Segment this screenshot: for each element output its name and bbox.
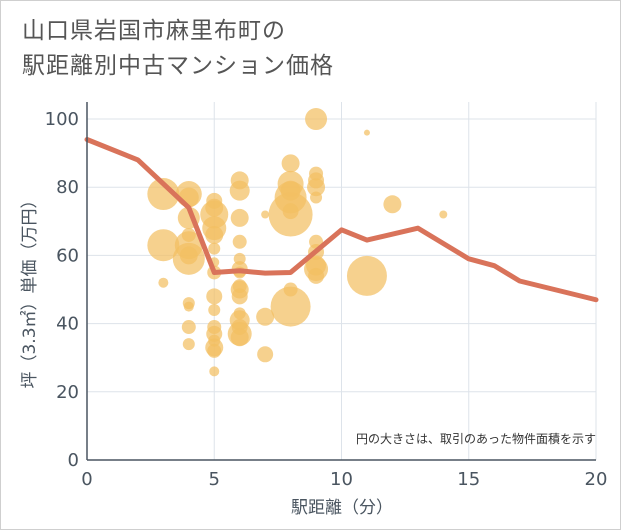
bubble-point (172, 242, 205, 275)
bubble-point (363, 129, 370, 136)
bubble-point (232, 234, 247, 249)
annotation: 円の大きさは、取引のあった物件面積を示す (356, 431, 596, 446)
bubble-point (183, 301, 194, 312)
y-tick-label: 0 (68, 450, 79, 471)
bubble-point (257, 346, 274, 363)
x-tick-label: 5 (209, 469, 220, 490)
bubble-point (261, 210, 270, 219)
bubble-point (281, 154, 300, 173)
bubble-point (209, 366, 220, 377)
bubble-point (270, 286, 311, 327)
chart-title: 山口県岩国市麻里布町の 駅距離別中古マンション価格 (22, 14, 334, 84)
bubble-point (308, 267, 325, 284)
bubble-point (207, 343, 222, 358)
bubble-point (383, 195, 402, 214)
y-tick-label: 100 (45, 109, 79, 130)
bubble-point (230, 208, 249, 227)
bubble-point (182, 338, 195, 351)
bubble-point (268, 192, 313, 237)
bubble-point (229, 180, 250, 201)
x-tick-label: 10 (330, 469, 353, 490)
bubble-point (439, 210, 448, 219)
bubble-point (181, 320, 196, 335)
axes: 0 20 40 60 80 100 0 5 10 15 20 (45, 102, 608, 490)
bubble-point (205, 225, 224, 244)
chart-title-line1: 山口県岩国市麻里布町の (22, 18, 286, 44)
bubble-point (208, 303, 221, 316)
bubble-point (310, 191, 323, 204)
average-price-line (84, 137, 599, 303)
bubble-point (147, 178, 180, 211)
bubble-point (206, 288, 223, 305)
bubble-point (231, 288, 248, 305)
x-tick-label: 20 (585, 469, 608, 490)
y-tick-label: 60 (56, 245, 79, 266)
bubble-series (147, 108, 448, 377)
y-axis-title: 坪（3.3㎡）単価（万円） (20, 191, 40, 388)
bubble-point (230, 328, 249, 347)
chart-title-line2: 駅距離別中古マンション価格 (22, 53, 334, 79)
bubble-point (305, 108, 328, 131)
bubble-point (208, 242, 221, 255)
x-tick-label: 0 (81, 469, 92, 490)
y-tick-label: 80 (56, 177, 79, 198)
y-tick-label: 20 (56, 382, 79, 403)
bubble-point (158, 277, 169, 288)
bubble-point (147, 229, 180, 262)
x-tick-label: 15 (457, 469, 480, 490)
y-tick-label: 40 (56, 314, 79, 335)
bubble-point (256, 307, 275, 326)
x-axis-title: 駅距離（分） (291, 498, 393, 518)
average-line-series (84, 137, 599, 303)
bubble-point (346, 255, 387, 296)
bubble-point (307, 178, 326, 197)
